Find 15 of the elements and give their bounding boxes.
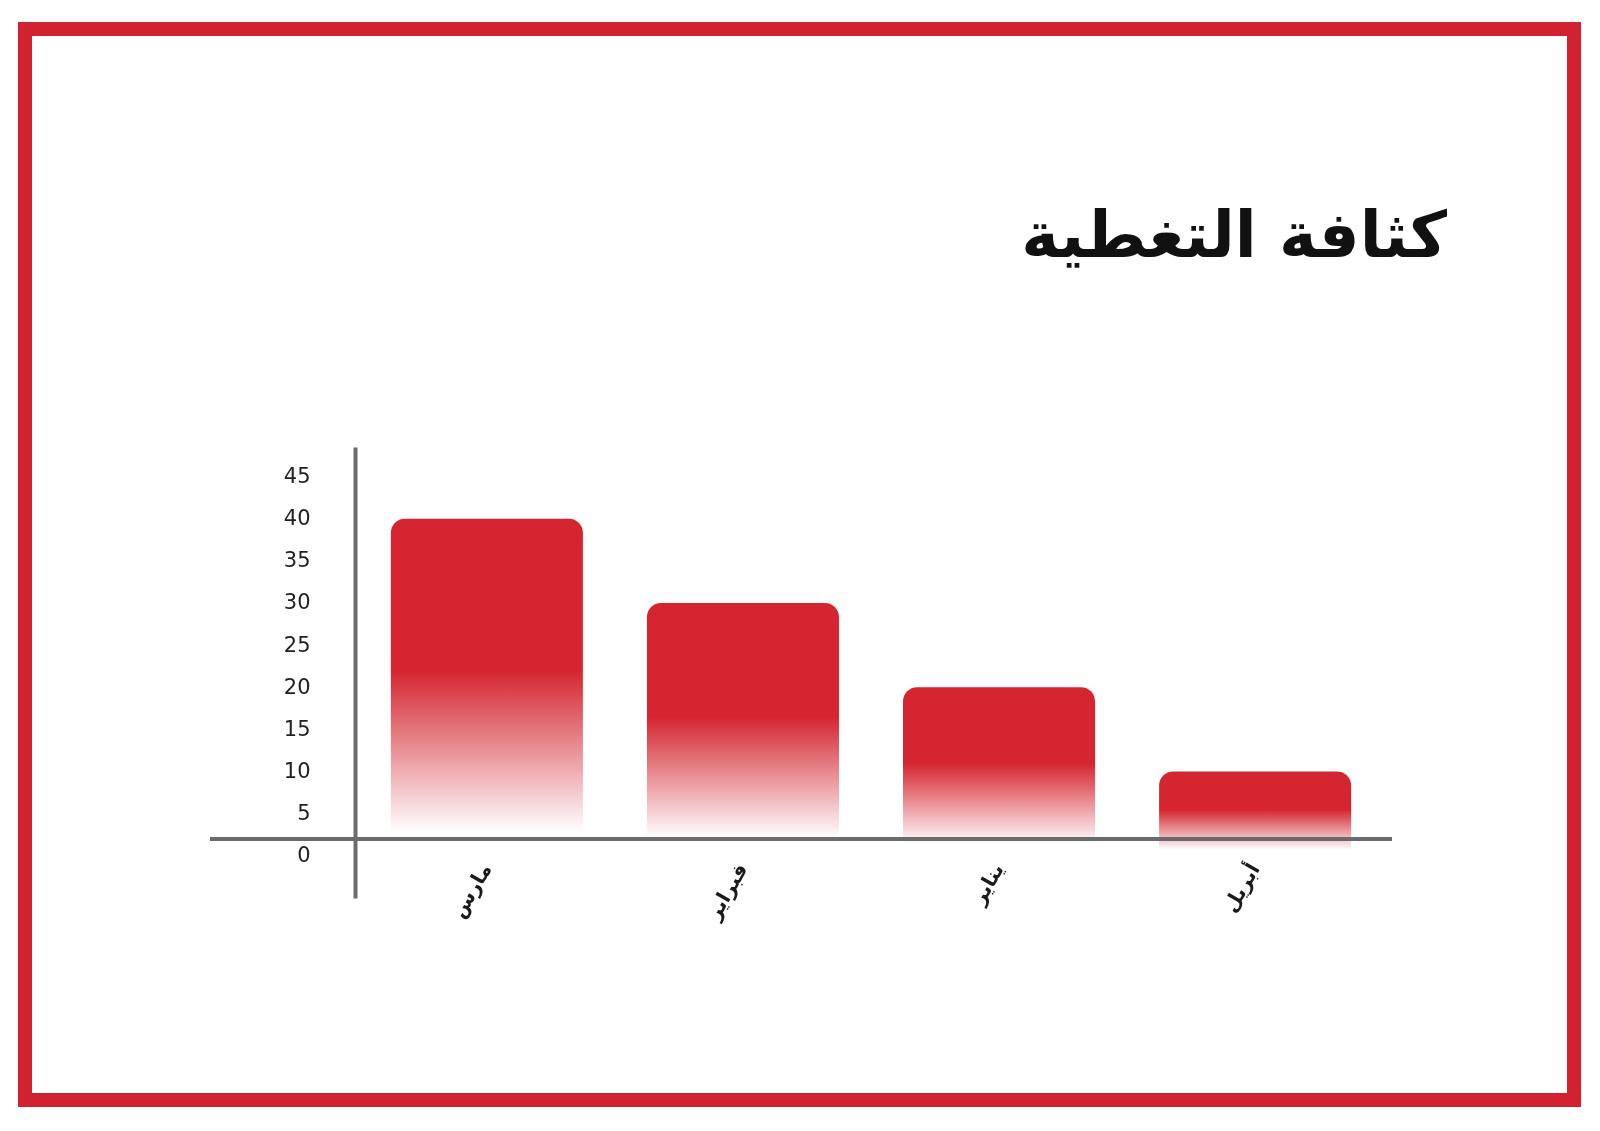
y-tick-label: 30: [283, 590, 311, 615]
x-tick-label: يناير: [965, 859, 1009, 910]
y-tick-label: 5: [297, 801, 311, 826]
y-tick-label: 25: [283, 632, 311, 657]
x-tick-label: فبراير: [700, 859, 753, 925]
y-tick-label: 35: [283, 548, 311, 573]
x-tick-label: أبريل: [1216, 858, 1265, 917]
x-tick-label: مارس: [446, 859, 497, 923]
y-tick-label: 45: [283, 464, 311, 488]
y-tick-label: 15: [283, 716, 311, 741]
y-tick-label: 40: [283, 506, 311, 531]
y-tick-label: 0: [297, 843, 311, 868]
y-tick-label: 10: [283, 759, 311, 784]
chart-title: كثافة التغطية: [1021, 198, 1448, 272]
y-tick-label: 20: [283, 674, 311, 699]
